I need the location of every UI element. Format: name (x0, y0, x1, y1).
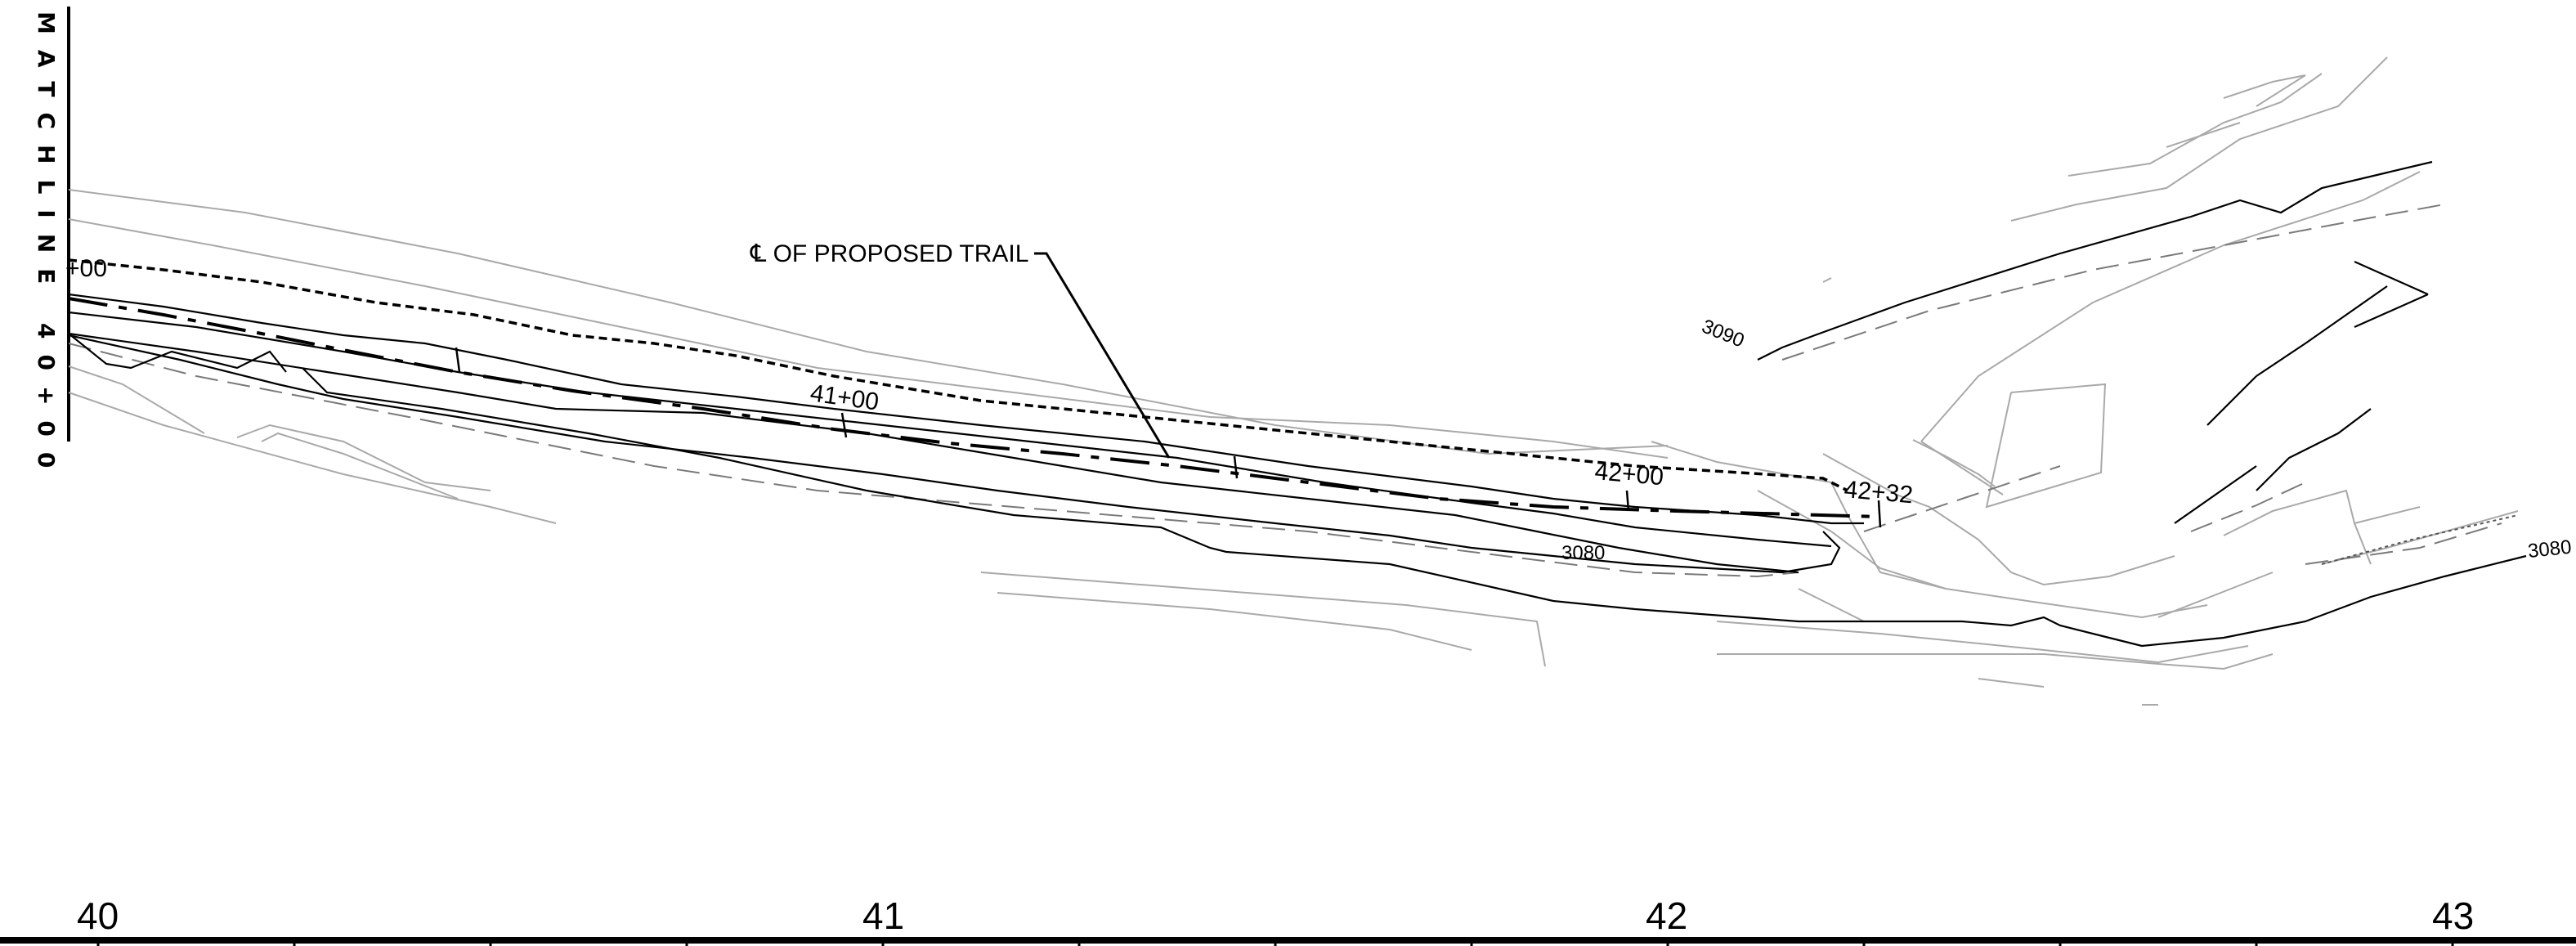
contour-label-3080-b: 3080 (2527, 536, 2573, 563)
existing-contours-gray (68, 56, 2519, 706)
station-label-4200: 42+00 (1593, 458, 1664, 491)
existing-ground-black (68, 160, 2527, 648)
centerline-leader (1034, 252, 1171, 459)
station-axis-label-40: 40 (77, 894, 119, 937)
station-axis-label-42: 42 (1646, 894, 1687, 937)
station-label-4100: 41+00 (809, 379, 880, 415)
centerline-callout: ℄ OF PROPOSED TRAIL (750, 240, 1028, 267)
matchline-label: MATCHLINE 40+00 (33, 11, 60, 484)
trail-centerline (68, 297, 1881, 518)
station-ticks (455, 347, 1882, 528)
contour-label-3080-a: 3080 (1561, 542, 1605, 564)
proposed-grade-dashed (68, 204, 2502, 578)
contour-label-3090: 3090 (1699, 316, 1748, 352)
right-dotted (2321, 514, 2519, 565)
station-axis-label-43: 43 (2432, 894, 2474, 937)
station-axis-label-41: 41 (862, 894, 904, 937)
station-label-4232: 42+32 (1843, 476, 1914, 509)
trail-edge-dotted (68, 258, 1848, 492)
station-axis-ticks (96, 937, 2454, 946)
station-label-4000: +00 (65, 255, 107, 282)
